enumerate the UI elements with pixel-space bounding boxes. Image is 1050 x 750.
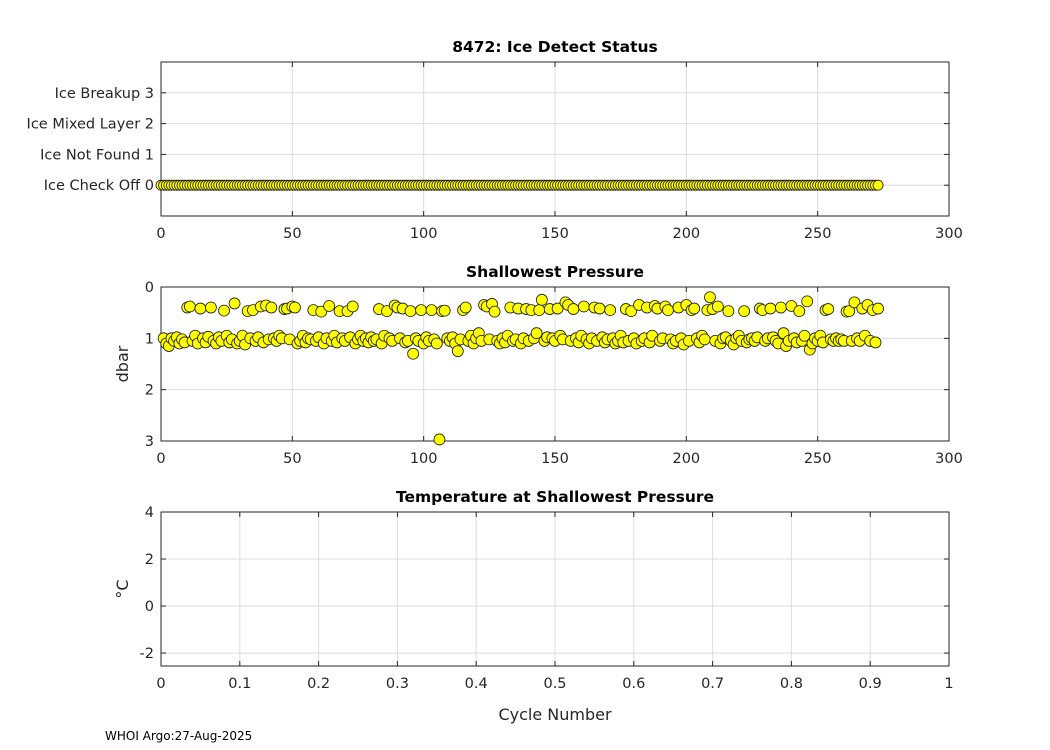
- x-tick-label: 0.7: [701, 676, 724, 692]
- data-point: [711, 300, 724, 313]
- x-tick-label: 0: [156, 451, 165, 467]
- x-tick-label: 200: [672, 226, 700, 242]
- data-point: [793, 305, 806, 318]
- x-tick-label: 150: [541, 451, 569, 467]
- data-point: [738, 305, 751, 318]
- y-tick-label: Ice Not Found 1: [40, 147, 154, 163]
- y-tick-label: Ice Check Off 0: [44, 178, 154, 194]
- data-point: [688, 302, 701, 315]
- x-tick-label: 0.9: [859, 676, 882, 692]
- y-tick-label: 2: [145, 383, 154, 399]
- data-point: [228, 297, 241, 310]
- y-tick-label: 2: [145, 552, 154, 568]
- chart-3: 0 0.1 0.2 0.3 0.4 0.5 0.6 0.7 0.8 0.9 1-2024Temper…: [113, 488, 954, 724]
- y-tick-label: 0: [145, 599, 154, 615]
- x-tick-label: 300: [935, 451, 963, 467]
- x-tick-label: 50: [283, 226, 301, 242]
- data-point: [662, 304, 674, 317]
- data-point: [430, 337, 443, 350]
- y-tick-label: Ice Breakup 3: [55, 86, 154, 102]
- data-point: [801, 295, 814, 308]
- chart-title: Shallowest Pressure: [466, 263, 644, 281]
- x-tick-label: 0.4: [465, 676, 488, 692]
- data-point: [698, 333, 711, 346]
- data-point: [415, 304, 427, 317]
- data-point: [404, 305, 417, 318]
- x-tick-label: 0.5: [543, 676, 566, 692]
- x-tick-label: 0: [156, 676, 165, 692]
- x-tick-label: 0.1: [228, 676, 251, 692]
- chart-title: Temperature at Shallowest Pressure: [396, 488, 714, 506]
- data-point: [530, 327, 543, 340]
- x-tick-label: 100: [410, 226, 438, 242]
- data-point: [451, 345, 464, 358]
- x-tick-label: 300: [935, 226, 963, 242]
- data-point: [764, 302, 777, 315]
- data-point: [459, 301, 472, 314]
- y-tick-label: 3: [145, 434, 154, 450]
- data-point: [593, 302, 606, 315]
- chart-2: 0 50 100 150 200 250 300 0 1 2 3 Shallowest Pressur…: [113, 263, 963, 467]
- chart-1: 0 50 100 150 200 250 300 Ice Check Off 0 Ice Not…: [27, 38, 963, 242]
- x-tick-label: 0.3: [386, 676, 409, 692]
- data-point: [407, 347, 420, 360]
- x-tick-label: 0.6: [622, 676, 645, 692]
- x-tick-label: 150: [541, 226, 569, 242]
- y-tick-label: Ice Mixed Layer 2: [27, 117, 154, 133]
- x-tick-label: 250: [804, 451, 832, 467]
- data-point: [869, 336, 882, 349]
- y-axis-label: dbar: [113, 345, 132, 382]
- data-point: [843, 305, 856, 318]
- data-point: [567, 303, 580, 315]
- data-point: [872, 302, 884, 315]
- data-point: [194, 302, 207, 315]
- footer-text: WHOI Argo:27-Aug-2025: [105, 729, 252, 743]
- data-point: [872, 179, 884, 191]
- data-point: [535, 293, 548, 306]
- x-tick-label: 100: [410, 451, 438, 467]
- data-point: [323, 300, 336, 312]
- data-point: [183, 300, 196, 313]
- data-point: [346, 300, 359, 313]
- x-axis-label: Cycle Number: [498, 705, 612, 724]
- data-point: [488, 305, 501, 318]
- x-tick-label: 50: [283, 451, 301, 467]
- data-point: [604, 304, 617, 317]
- data-point: [425, 304, 438, 317]
- y-tick-label: 1: [145, 331, 154, 347]
- data-point: [265, 301, 278, 314]
- x-tick-label: 1: [944, 676, 953, 692]
- data-point: [289, 301, 301, 314]
- y-tick-label: 0: [145, 280, 154, 296]
- x-tick-label: 0: [156, 226, 165, 242]
- data-point: [774, 301, 787, 314]
- data-point: [848, 296, 861, 309]
- data-point: [218, 304, 230, 317]
- data-point: [625, 305, 638, 318]
- data-point: [577, 300, 590, 313]
- data-point: [433, 433, 446, 446]
- data-point: [533, 304, 546, 317]
- data-point: [438, 304, 451, 317]
- y-axis-label: °C: [113, 579, 132, 598]
- chart-title: 8472: Ice Detect Status: [452, 38, 658, 56]
- x-tick-label: 200: [672, 451, 700, 467]
- x-tick-label: 0.8: [780, 676, 803, 692]
- data-point: [551, 302, 564, 315]
- y-tick-label: -2: [140, 646, 154, 662]
- y-tick-label: 4: [145, 505, 154, 521]
- x-tick-label: 250: [804, 226, 832, 242]
- data-point: [822, 303, 835, 315]
- data-point: [704, 291, 716, 304]
- data-point: [205, 301, 217, 314]
- data-point: [722, 305, 735, 318]
- x-tick-label: 0.2: [307, 676, 330, 692]
